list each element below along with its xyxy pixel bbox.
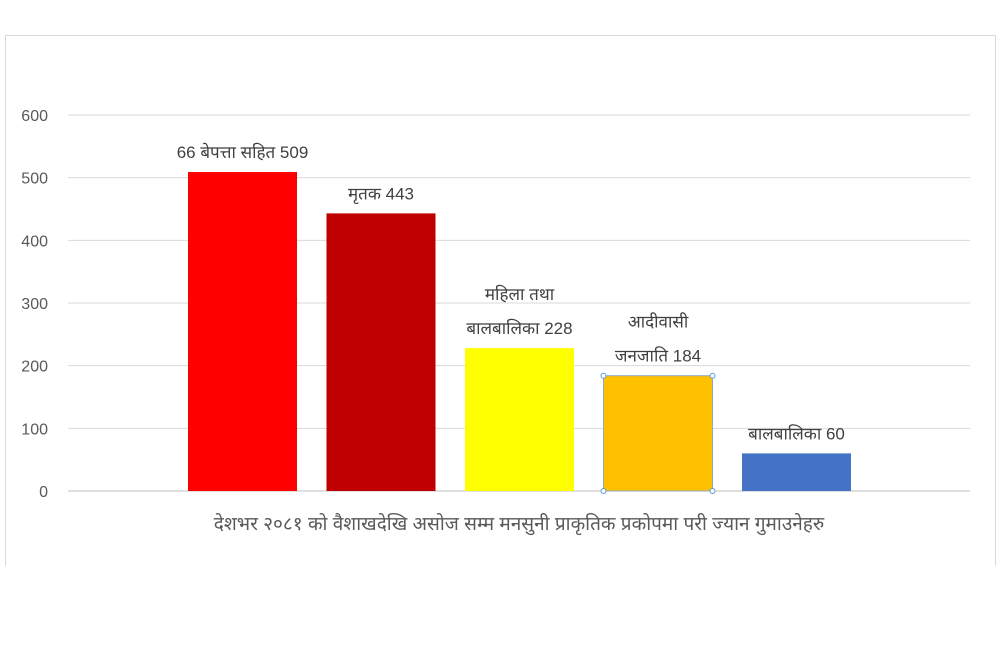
selection-handle bbox=[600, 488, 607, 494]
bar bbox=[326, 213, 436, 492]
chart-area bbox=[5, 35, 996, 566]
bar bbox=[742, 453, 851, 491]
selection-handle bbox=[600, 372, 607, 379]
data-label: मृतक 443 bbox=[348, 184, 414, 204]
data-label: आदीवासी bbox=[628, 312, 689, 332]
data-label: महिला तथा bbox=[485, 284, 555, 304]
y-tick-label: 400 bbox=[21, 233, 48, 250]
selection-handle bbox=[709, 488, 716, 494]
y-tick-label: 200 bbox=[21, 359, 48, 376]
y-tick-label: 300 bbox=[21, 296, 48, 313]
y-tick-label: 600 bbox=[21, 108, 48, 125]
data-label: 66 बेपत्ता सहित 509 bbox=[177, 142, 309, 162]
selection-handle bbox=[709, 372, 716, 379]
data-label: बालबालिका 60 bbox=[748, 423, 845, 443]
bar bbox=[465, 348, 574, 491]
bar bbox=[603, 375, 713, 492]
y-tick-label: 0 bbox=[39, 484, 48, 501]
bar bbox=[188, 172, 297, 491]
data-label: जनजाति 184 bbox=[615, 346, 701, 366]
data-label: बालबालिका 228 bbox=[466, 318, 572, 338]
x-category-label: देशभर २०८१ को वैशाखदेखि असोज सम्म मनसुनी… bbox=[214, 512, 825, 536]
y-tick-label: 500 bbox=[21, 171, 48, 188]
y-tick-label: 100 bbox=[21, 421, 48, 438]
